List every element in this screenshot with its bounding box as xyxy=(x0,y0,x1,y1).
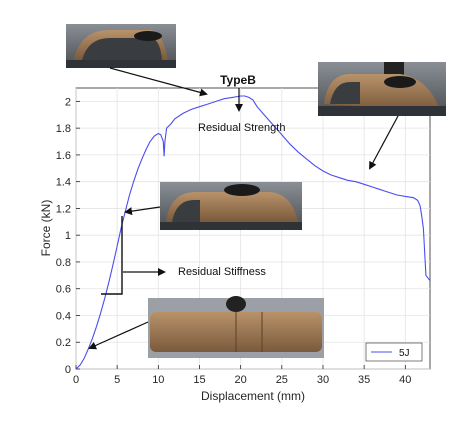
y-tick-label: 0 xyxy=(65,364,71,376)
legend: 5J xyxy=(365,342,423,362)
x-tick-label: 35 xyxy=(358,374,370,386)
y-tick-label: 0.4 xyxy=(56,310,71,322)
y-axis-label: Force (kN) xyxy=(39,200,53,257)
x-tick-label: 20 xyxy=(235,374,247,386)
series-line-5j xyxy=(75,95,431,370)
legend-label-5j: 5J xyxy=(399,348,410,359)
x-tick-label: 0 xyxy=(73,374,79,386)
y-tick-label: 1 xyxy=(65,230,71,242)
pointer-arrow-bottom xyxy=(88,321,149,350)
annotation-typeb: TypeB xyxy=(220,73,256,87)
x-tick-label: 30 xyxy=(317,374,329,386)
y-tick-label: 1.2 xyxy=(56,203,71,215)
annotation-residual-strength: Residual Strength xyxy=(198,122,285,134)
y-tick-label: 0.2 xyxy=(56,337,71,349)
x-tick-label: 40 xyxy=(399,374,411,386)
axis-ticks: 0 5 10 15 20 25 30 35 40 0 0.2 0.4 0.6 0.8 1 1.2 1.4 1.6 1… xyxy=(56,96,412,386)
x-tick-label: 5 xyxy=(114,374,120,386)
pointer-arrow-top-left xyxy=(109,67,208,97)
residual-stiffness-bracket xyxy=(101,216,123,295)
pointer-arrow-middle xyxy=(124,206,161,216)
y-tick-label: 1.6 xyxy=(56,150,71,162)
y-tick-label: 1.8 xyxy=(56,123,71,135)
x-tick-label: 15 xyxy=(193,374,205,386)
y-tick-label: 1.4 xyxy=(56,177,71,189)
x-tick-label: 25 xyxy=(276,374,288,386)
photo-inset-top-left xyxy=(66,24,176,68)
y-tick-label: 0.8 xyxy=(56,257,71,269)
x-tick-label: 10 xyxy=(152,374,164,386)
annotation-residual-stiffness: Residual Stiffness xyxy=(178,266,266,278)
y-tick-label: 2 xyxy=(65,96,71,108)
pointer-arrow-top-right xyxy=(369,115,399,170)
photo-inset-middle xyxy=(160,182,302,230)
x-axis-label: Displacement (mm) xyxy=(201,389,305,403)
photo-inset-bottom xyxy=(148,296,324,358)
photo-inset-top-right xyxy=(318,62,446,116)
y-tick-label: 0.6 xyxy=(56,284,71,296)
